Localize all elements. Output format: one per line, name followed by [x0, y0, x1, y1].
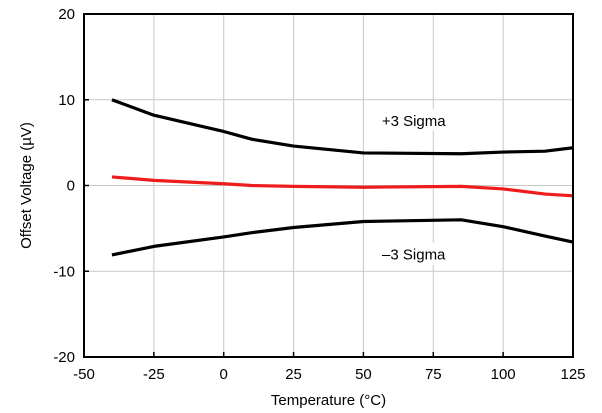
x-tick-label: 125	[560, 366, 585, 383]
x-tick-label: 50	[355, 366, 372, 383]
x-tick-label: -25	[143, 366, 165, 383]
tick-labels: -50 -25 0 25 50 75 100 125 -20 -10 0 10 20	[53, 6, 585, 383]
series-lines	[111, 98, 574, 257]
annotation-background	[371, 108, 456, 131]
x-tick-label: -50	[73, 366, 95, 383]
x-tick-label: 25	[285, 366, 302, 383]
annotation-label: +3 Sigma	[382, 113, 446, 130]
x-tick-label: 100	[491, 366, 516, 383]
y-tick-label: -20	[53, 349, 75, 366]
series-line-0	[111, 98, 574, 156]
annotation-background	[371, 242, 456, 265]
x-tick-label: 0	[220, 366, 228, 383]
series-line-1	[111, 175, 574, 198]
annotation-label: –3 Sigma	[382, 247, 446, 264]
y-tick-label: 10	[58, 92, 75, 109]
annotations: +3 Sigma –3 Sigma	[371, 108, 456, 265]
y-tick-label: 0	[67, 178, 75, 195]
x-axis-title: Temperature (°C)	[271, 392, 386, 409]
y-tick-label: -10	[53, 263, 75, 280]
series-line-2	[111, 218, 574, 257]
plot-frame	[83, 13, 574, 358]
x-tick-label: 75	[425, 366, 442, 383]
y-tick-label: 20	[58, 6, 75, 23]
y-axis-title: Offset Voltage (µV)	[18, 122, 35, 249]
